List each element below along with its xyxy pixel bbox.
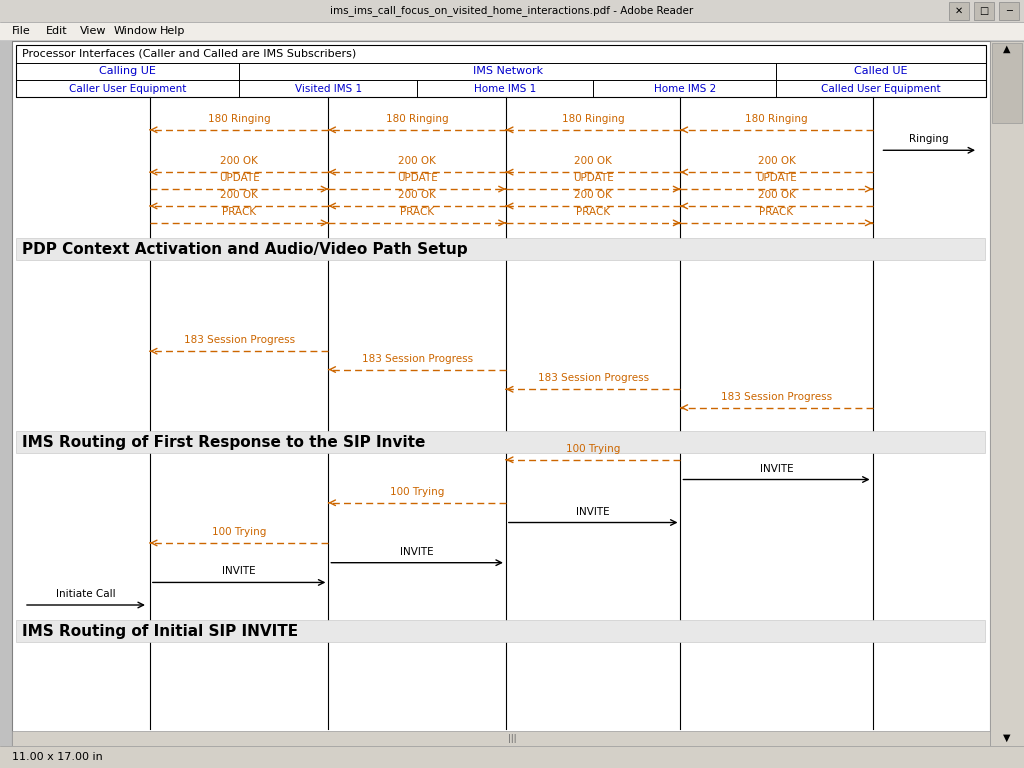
Text: ─: ─ <box>1006 6 1012 16</box>
Text: View: View <box>80 26 106 36</box>
Text: Called UE: Called UE <box>854 67 908 77</box>
Text: Ringing: Ringing <box>909 134 949 144</box>
Bar <box>0 22 1024 40</box>
Text: PRACK: PRACK <box>222 207 256 217</box>
Text: UPDATE: UPDATE <box>396 173 437 183</box>
Text: Initiate Call: Initiate Call <box>56 589 116 599</box>
Text: 200 OK: 200 OK <box>398 156 436 166</box>
Bar <box>16 45 986 97</box>
Text: ▼: ▼ <box>1004 733 1011 743</box>
Text: INVITE: INVITE <box>760 464 794 474</box>
Text: 100 Trying: 100 Trying <box>212 527 266 537</box>
Text: 200 OK: 200 OK <box>758 156 796 166</box>
Text: UPDATE: UPDATE <box>219 173 259 183</box>
Text: 180 Ringing: 180 Ringing <box>386 114 449 124</box>
Text: Calling UE: Calling UE <box>99 67 156 77</box>
Bar <box>992 43 1022 123</box>
Text: 183 Session Progress: 183 Session Progress <box>721 392 833 402</box>
Text: |||: ||| <box>508 734 516 743</box>
Text: 180 Ringing: 180 Ringing <box>745 114 808 124</box>
Text: IMS Network: IMS Network <box>473 67 543 77</box>
Text: Window: Window <box>114 26 158 36</box>
Bar <box>999 2 1019 20</box>
Text: Caller User Equipment: Caller User Equipment <box>69 84 186 94</box>
Text: IMS Routing of First Response to the SIP Invite: IMS Routing of First Response to the SIP… <box>22 435 425 450</box>
Text: Home IMS 2: Home IMS 2 <box>653 84 716 94</box>
Text: PRACK: PRACK <box>577 207 610 217</box>
Bar <box>949 2 969 20</box>
Text: □: □ <box>979 6 988 16</box>
Text: Help: Help <box>160 26 185 36</box>
Text: PRACK: PRACK <box>760 207 794 217</box>
Bar <box>0 746 1024 768</box>
Text: File: File <box>12 26 31 36</box>
Text: 180 Ringing: 180 Ringing <box>562 114 625 124</box>
Text: Called User Equipment: Called User Equipment <box>821 84 941 94</box>
Bar <box>16 620 985 642</box>
Text: 183 Session Progress: 183 Session Progress <box>361 353 473 363</box>
Text: IMS Routing of Initial SIP INVITE: IMS Routing of Initial SIP INVITE <box>22 624 298 639</box>
Text: ✕: ✕ <box>955 6 963 16</box>
Bar <box>16 238 985 260</box>
Text: INVITE: INVITE <box>222 567 256 577</box>
Text: PRACK: PRACK <box>400 207 434 217</box>
Bar <box>16 431 985 453</box>
Text: Edit: Edit <box>46 26 68 36</box>
Text: 183 Session Progress: 183 Session Progress <box>538 373 649 383</box>
Text: 200 OK: 200 OK <box>220 190 258 200</box>
Text: 200 OK: 200 OK <box>758 190 796 200</box>
Text: INVITE: INVITE <box>577 507 610 517</box>
Text: UPDATE: UPDATE <box>756 173 797 183</box>
Bar <box>974 2 994 20</box>
Text: ims_ims_call_focus_on_visited_home_interactions.pdf - Adobe Reader: ims_ims_call_focus_on_visited_home_inter… <box>331 5 693 16</box>
Text: Home IMS 1: Home IMS 1 <box>474 84 537 94</box>
Text: 100 Trying: 100 Trying <box>566 444 621 454</box>
Text: UPDATE: UPDATE <box>572 173 613 183</box>
Text: 180 Ringing: 180 Ringing <box>208 114 270 124</box>
Text: 200 OK: 200 OK <box>220 156 258 166</box>
Bar <box>990 41 1024 746</box>
Text: ▲: ▲ <box>1004 44 1011 54</box>
Text: 11.00 x 17.00 in: 11.00 x 17.00 in <box>12 752 102 762</box>
Bar <box>0 0 1024 22</box>
Text: Visited IMS 1: Visited IMS 1 <box>295 84 361 94</box>
Text: 200 OK: 200 OK <box>574 156 612 166</box>
Text: 100 Trying: 100 Trying <box>390 487 444 497</box>
Text: 200 OK: 200 OK <box>574 190 612 200</box>
Text: 200 OK: 200 OK <box>398 190 436 200</box>
Text: 183 Session Progress: 183 Session Progress <box>183 335 295 345</box>
Text: INVITE: INVITE <box>400 547 434 557</box>
Text: PDP Context Activation and Audio/Video Path Setup: PDP Context Activation and Audio/Video P… <box>22 243 468 257</box>
Text: Processor Interfaces (Caller and Called are IMS Subscribers): Processor Interfaces (Caller and Called … <box>22 49 356 59</box>
Bar <box>12 731 990 746</box>
